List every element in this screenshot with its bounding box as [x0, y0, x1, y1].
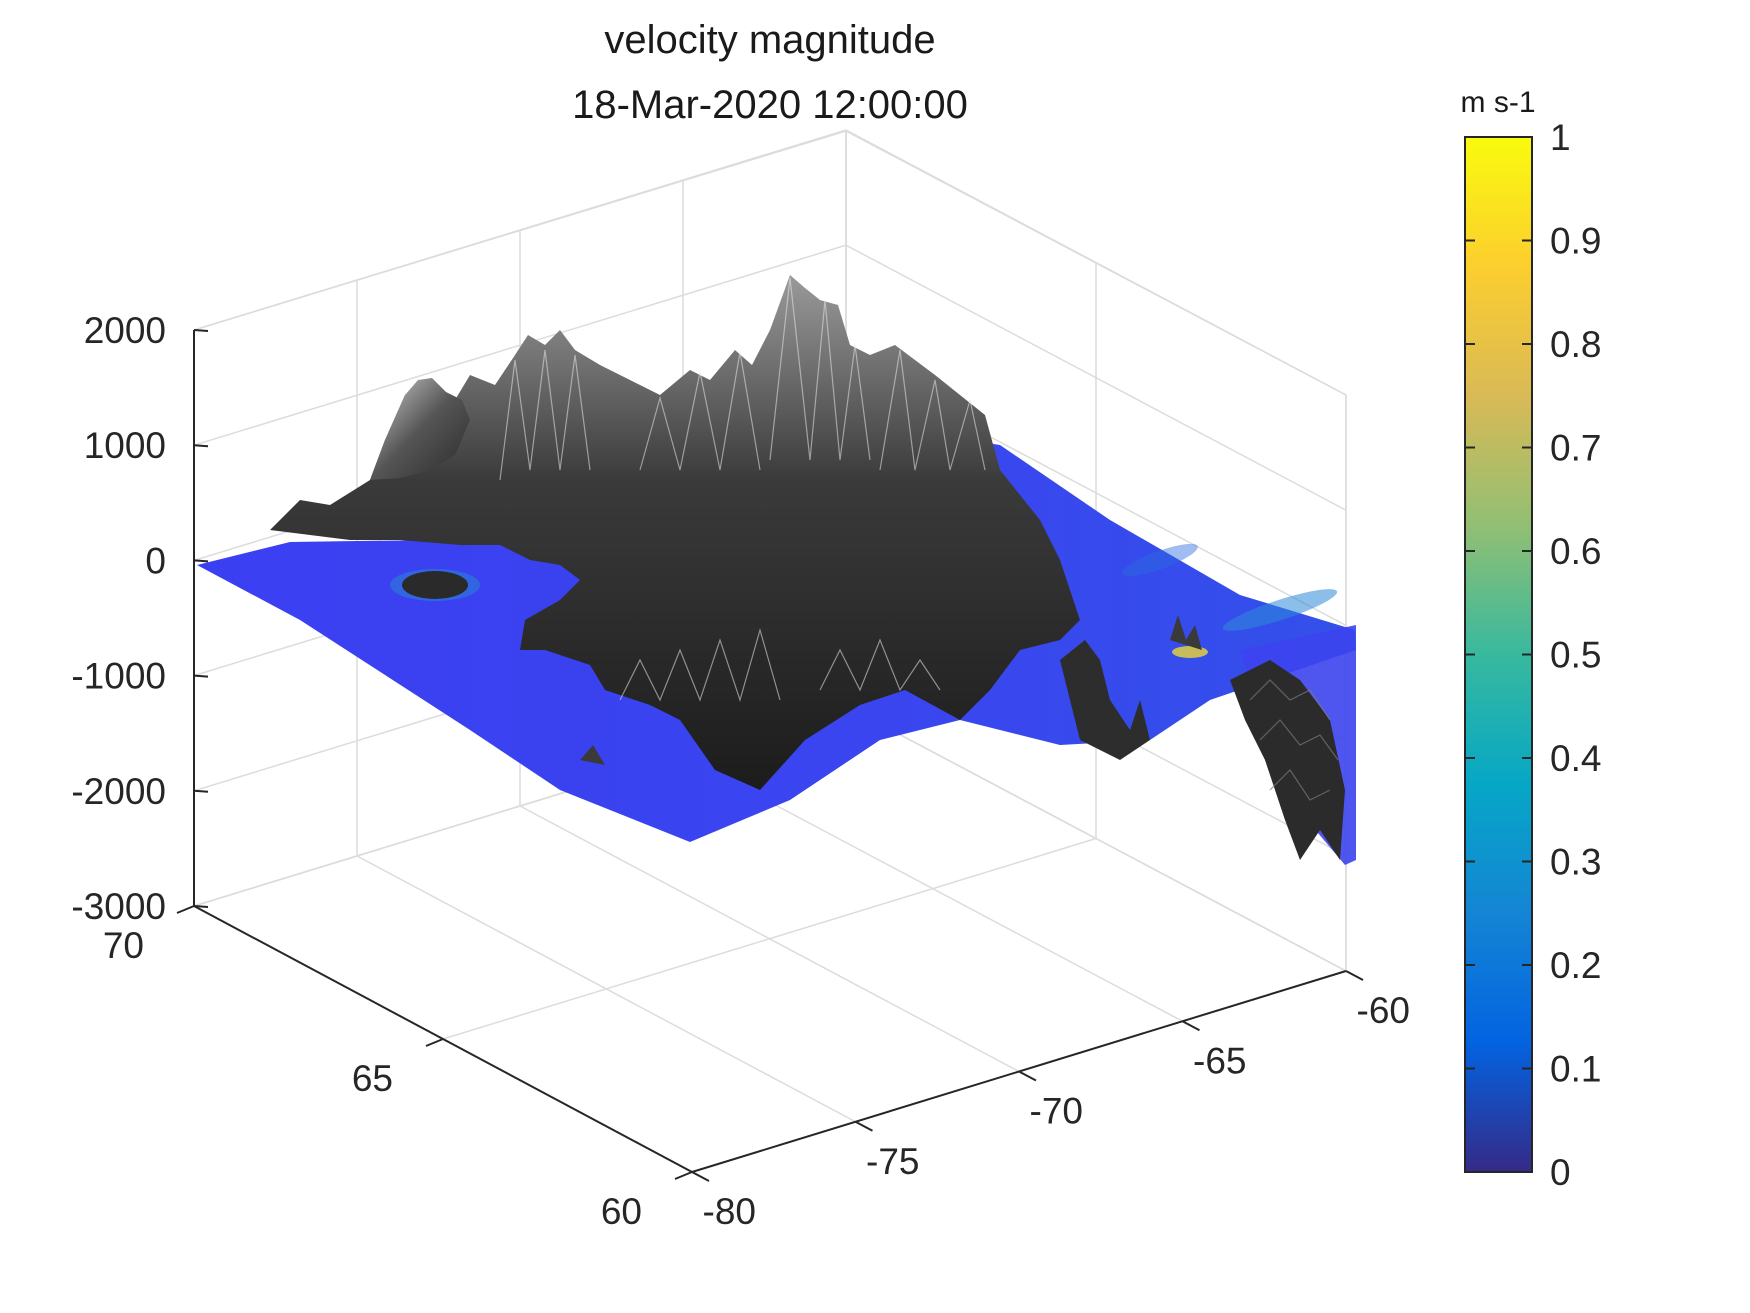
x-tick-label: -75 [866, 1141, 919, 1182]
velocity-highlight [1122, 543, 1198, 577]
y-tick-label: 70 [103, 925, 144, 966]
velocity-surface [197, 275, 1356, 865]
colorbar-tick-label: 0.8 [1550, 324, 1601, 365]
z-tick-label: 1000 [84, 425, 166, 466]
z-tick-mark [193, 444, 209, 448]
z-tick-label: 2000 [84, 310, 166, 351]
z-tick-mark [193, 674, 209, 678]
chart-subtitle: 18-Mar-2020 12:00:00 [572, 83, 968, 127]
z-tick-label: 0 [145, 540, 166, 581]
z-tick-mark [193, 905, 209, 908]
colorbar-tick-label: 0.1 [1550, 1049, 1601, 1090]
colorbar-gradient [1464, 136, 1533, 1173]
z-tick-label: -3000 [71, 886, 166, 927]
y-tick-mark [425, 1038, 444, 1047]
colorbar-tick-label: 0.6 [1550, 531, 1601, 572]
x-tick-mark [855, 1120, 873, 1132]
y-tick-mark [674, 1171, 693, 1180]
axes: -3000 -2000 -1000 0 1000 2000 60 65 70 -80 -75 -70 -… [71, 310, 1410, 1232]
colorbar-ticks: 0 0.1 0.2 0.3 0.4 0.5 0.6 0.7 0.8 0.9 1 [1465, 117, 1601, 1193]
velocity-highlight [1222, 589, 1338, 631]
land-trench-right [1230, 660, 1345, 860]
x-tick-mark [1018, 1070, 1037, 1082]
colorbar-tick-label: 0.4 [1550, 738, 1601, 779]
x-tick-label: -60 [1357, 990, 1410, 1031]
colorbar-tick-label: 0.3 [1550, 842, 1601, 883]
x-tick-label: -80 [703, 1191, 756, 1232]
land-mass-main [270, 275, 1080, 790]
land-peak-left [370, 378, 470, 480]
z-tick-label: -1000 [71, 656, 166, 697]
land-islets [1060, 640, 1150, 760]
x-tick-label: -70 [1030, 1091, 1083, 1132]
colorbar-label: m s-1 [1461, 86, 1536, 119]
z-tick-mark [193, 559, 209, 563]
grid-line-y [442, 837, 1097, 1040]
land-islets [1170, 615, 1202, 650]
colorbar-tick-label: 0.7 [1550, 428, 1601, 469]
z-tick-mark [193, 789, 209, 793]
colorbar-tick-label: 0.9 [1550, 221, 1601, 262]
x-tick-mark [691, 1171, 710, 1182]
island [402, 571, 468, 599]
x-tick-mark [1345, 970, 1364, 981]
chart-title: velocity magnitude [604, 18, 935, 62]
z-tick-mark [193, 329, 209, 332]
y-tick-label: 65 [352, 1058, 393, 1099]
y-tick-mark [176, 905, 195, 914]
velocity-highlight [1172, 646, 1208, 658]
colorbar-tick-label: 0.5 [1550, 635, 1601, 676]
grid-line-z [193, 244, 1347, 511]
land-ridges [499, 277, 986, 703]
x-tick-label: -65 [1193, 1040, 1246, 1081]
x-tick-mark [1182, 1020, 1200, 1032]
land-islets [580, 745, 605, 765]
colorbar-tick-label: 0.2 [1550, 945, 1601, 986]
land-trench-ridges [1249, 679, 1339, 801]
colorbar-tick-label: 0 [1550, 1152, 1571, 1193]
y-tick-label: 60 [601, 1191, 642, 1232]
grid-line-z [193, 129, 1347, 396]
colorbar-tick-label: 1 [1550, 117, 1571, 158]
z-tick-label: -2000 [71, 771, 166, 812]
colorbar: m s-1 0 0.1 0.2 0.3 0.4 0.5 0.6 0.7 0.8 0.9 1 [1461, 86, 1602, 1193]
